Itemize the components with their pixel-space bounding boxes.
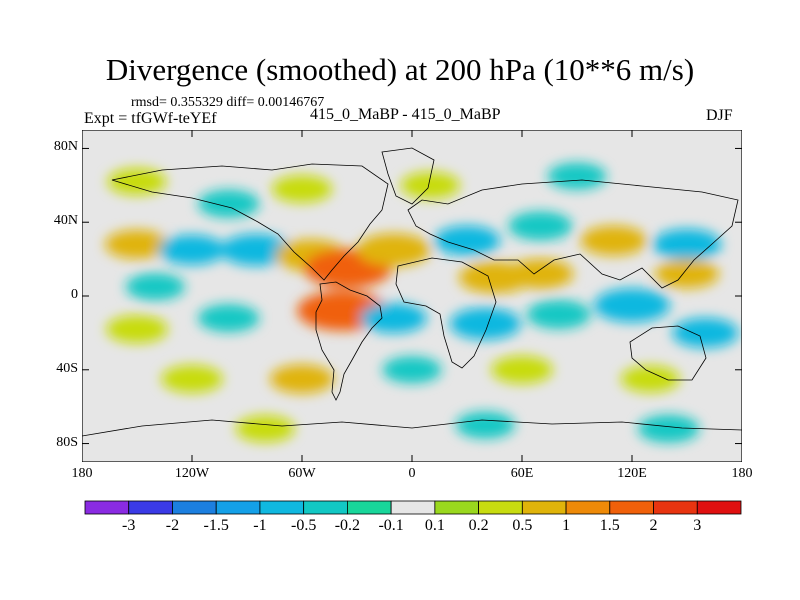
field-cell (105, 229, 169, 259)
y-tick-label: 80N (53, 139, 78, 155)
field-cell (220, 233, 292, 266)
colorbar-label: 1.5 (599, 517, 620, 534)
colorbar-label: -2 (165, 517, 180, 534)
field-cell (507, 258, 574, 289)
coastlines (82, 147, 742, 462)
colorbar-label: -0.5 (290, 517, 317, 534)
coastline-north-america (111, 163, 389, 281)
colorbar-label: 0.2 (468, 517, 489, 534)
chart-title: Divergence (smoothed) at 200 hPa (10**6 … (105, 52, 695, 87)
field-cell (547, 162, 607, 190)
field-cell (526, 299, 591, 329)
field-cell (508, 211, 573, 241)
field-cell (125, 273, 185, 301)
colorbar-swatch (653, 500, 698, 515)
field-cell (382, 356, 442, 384)
y-tick-label: 80S (56, 434, 78, 450)
field-cell (491, 355, 553, 384)
field-cell (197, 304, 260, 333)
colorbar-label: -1.5 (203, 517, 229, 534)
colorbar-swatch (259, 500, 305, 515)
field-cell (620, 365, 680, 393)
colorbar-label: 3 (693, 517, 702, 534)
colorbar-swatch (609, 500, 654, 515)
y-tick-label: 40S (56, 360, 78, 376)
coastline-eurasia (407, 179, 739, 289)
field-cell (235, 415, 295, 443)
field-cell (270, 364, 334, 394)
x-tick-label: 180 (71, 466, 93, 481)
coastline-africa (395, 257, 497, 369)
colorbar-label: 2 (649, 517, 658, 534)
colorbar-label: 0.5 (512, 517, 533, 534)
colorbar (84, 500, 742, 515)
field-cell (652, 228, 722, 260)
y-tick-label: 40N (53, 213, 78, 229)
x-tick-label: 60E (510, 466, 534, 481)
field-cell (449, 307, 521, 340)
x-tick-label: 120E (617, 466, 647, 481)
colorbar-label: -0.1 (378, 517, 404, 534)
field-cell (637, 414, 700, 443)
coastline-greenland (381, 147, 435, 205)
field-cell (433, 225, 501, 256)
field-cell (360, 303, 427, 334)
field-cell (594, 288, 670, 323)
x-tick-label: 0 (408, 466, 416, 481)
y-tick-label: 0 (71, 287, 78, 302)
colorbar-swatch (84, 500, 130, 515)
colorbar-swatch (346, 500, 392, 515)
season-label: DJF (706, 107, 733, 124)
coastline-antarctica (82, 419, 742, 462)
field-cell (400, 171, 460, 199)
field-cell (655, 259, 719, 289)
colorbar-label: 0.1 (424, 517, 445, 534)
field-cell (580, 225, 647, 256)
colorbar-label: -0.2 (334, 517, 361, 534)
field-cell (161, 365, 223, 393)
colorbar-label: -1 (253, 517, 267, 534)
colorbar-swatch (303, 500, 348, 515)
colorbar-swatch (172, 500, 217, 515)
field-cell (197, 189, 260, 218)
x-tick-label: 60W (288, 466, 316, 481)
colorbar-label: -3 (122, 517, 136, 534)
colorbar-label: 1 (562, 517, 571, 534)
colorbar-swatch (696, 500, 742, 515)
field-cell (455, 411, 515, 439)
colorbar-swatch (390, 500, 436, 515)
field-cell (106, 315, 168, 344)
colorbar-swatch (434, 500, 480, 515)
coastline-australia (629, 325, 707, 381)
field-cell (271, 175, 333, 203)
colorbar-swatch (565, 500, 611, 515)
experiment-label: Expt = tfGWf-teYEf (84, 110, 217, 127)
chart-subtitle: 415_0_MaBP - 415_0_MaBP (310, 106, 501, 123)
field-cell (158, 234, 226, 265)
colorbar-swatch (128, 500, 173, 515)
stats-text: rmsd= 0.355329 diff= 0.00146767 (131, 95, 325, 110)
field-cell (356, 233, 431, 267)
divergence-map (82, 130, 742, 462)
field-cell (107, 168, 167, 196)
x-tick-label: 180 (731, 466, 753, 481)
colorbar-swatch (478, 500, 523, 515)
colorbar-swatch (215, 500, 261, 515)
field-cell (672, 317, 739, 348)
colorbar-swatch (521, 500, 567, 515)
x-tick-label: 120W (174, 466, 210, 481)
coastline-south-america (315, 281, 383, 401)
